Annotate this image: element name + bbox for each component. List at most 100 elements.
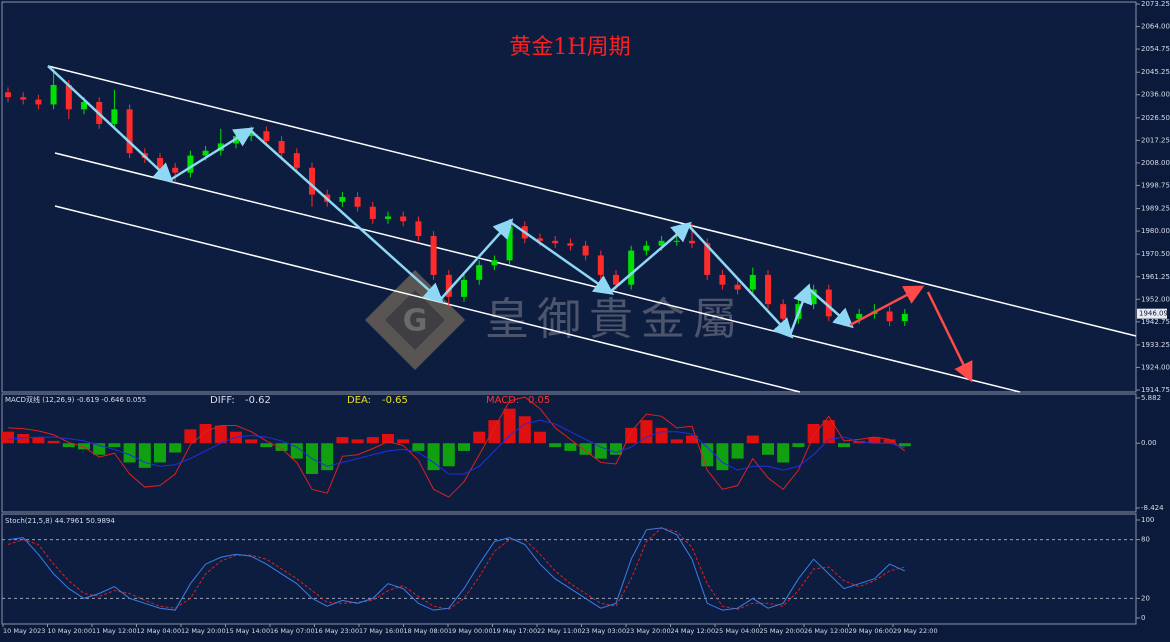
macd-bar <box>746 435 759 444</box>
macd-bar <box>351 439 364 444</box>
diff-line <box>7 396 906 498</box>
y-tick-label: -8.424 <box>1141 504 1164 512</box>
macd-bar <box>838 443 850 448</box>
macd-bar <box>868 437 881 444</box>
candle-body <box>506 226 513 261</box>
candle-body <box>415 221 422 236</box>
macd-bar <box>47 440 60 444</box>
candle-body <box>749 274 756 290</box>
y-tick-label: 2064.00 <box>1141 23 1170 31</box>
x-tick-label: 12 May 04:00 <box>137 627 182 635</box>
candle-body <box>20 97 27 100</box>
macd-value: 0.05 <box>528 395 550 406</box>
candle-body <box>65 84 72 110</box>
macd-bar <box>670 439 683 444</box>
macd-bar <box>108 443 121 448</box>
macd-bar <box>610 443 622 455</box>
candle-body <box>673 240 680 242</box>
macd-bar <box>488 420 501 444</box>
y-tick-label: 2073.25 <box>1141 0 1170 8</box>
macd-bar <box>549 443 562 448</box>
macd-bar <box>883 439 896 444</box>
macd-bar <box>169 443 182 453</box>
y-tick-label: 1924.00 <box>1141 363 1170 371</box>
candle-body <box>385 216 391 219</box>
x-tick-label: 22 May 11:00 <box>537 627 582 635</box>
arrow <box>788 283 812 336</box>
candle-body <box>35 99 42 105</box>
x-tick-label: 12 May 20:00 <box>181 627 226 635</box>
y-tick-label: 1952.00 <box>1141 295 1170 303</box>
y-tick-label: 2008.00 <box>1141 159 1170 167</box>
arrow <box>807 287 854 329</box>
dea-value: -0.65 <box>382 395 408 406</box>
candle-body <box>187 155 194 173</box>
arrow <box>47 65 174 184</box>
x-tick-label: 25 May 04:00 <box>715 627 760 635</box>
last-price-box <box>1137 308 1167 319</box>
stoch-panel <box>1 513 1137 625</box>
candle-body <box>81 102 87 110</box>
zigzag <box>47 65 854 339</box>
y-tick-label: 2036.00 <box>1141 91 1170 99</box>
y-tick-label: 1970.50 <box>1141 250 1170 258</box>
x-tick-label: 19 May 17:00 <box>493 627 538 635</box>
y-tick-label: 1914.75 <box>1141 386 1170 394</box>
x-tick-label: 24 May 12:00 <box>671 627 716 635</box>
macd-bar <box>625 427 638 444</box>
x-tick-label: 23 May 03:00 <box>582 627 627 635</box>
macd-bar <box>260 443 273 448</box>
arrow <box>926 291 973 383</box>
forecast <box>849 285 973 383</box>
macd-bar <box>534 431 546 444</box>
macd-bar <box>214 425 227 444</box>
logo-letter: G <box>403 304 428 339</box>
candle-body <box>354 197 361 207</box>
x-tick-label: 10 May 2023 <box>3 627 45 635</box>
candle-body <box>613 274 619 285</box>
candle-body <box>567 243 574 246</box>
last-price-label: 1946.09 <box>1139 310 1168 318</box>
x-tick-label: 11 May 12:00 <box>92 627 137 635</box>
dea-line <box>7 419 905 475</box>
x-tick-label: 10 May 20:00 <box>48 627 93 635</box>
candle-body <box>369 206 376 219</box>
macd-bar <box>427 443 440 471</box>
macd-bar <box>458 443 470 451</box>
macd-bar <box>898 443 911 447</box>
macd-bar <box>792 443 805 448</box>
candle-body <box>339 197 346 202</box>
candle-body <box>689 240 695 244</box>
macd-bar <box>17 434 30 444</box>
macd-bar <box>503 408 516 444</box>
candle-body <box>719 274 726 285</box>
logo-inner <box>385 290 445 350</box>
macd-bar <box>321 443 334 471</box>
candle-body <box>628 250 635 285</box>
candle-body <box>491 260 498 266</box>
macd-bar <box>397 439 410 444</box>
macd-bar <box>442 443 455 467</box>
candle-body <box>856 313 863 319</box>
chart-title: 黄金1H周期 <box>509 35 630 60</box>
macd-bar <box>473 431 486 444</box>
candle-body <box>157 158 163 168</box>
candle-body <box>886 311 893 322</box>
macd-bar <box>366 437 379 444</box>
macd-bar <box>716 443 729 471</box>
x-tick-label: 29 May 22:00 <box>893 627 938 635</box>
candle-body <box>445 274 452 297</box>
price-panel <box>1 1 1137 393</box>
candle-body <box>430 235 437 275</box>
y-tick-label: 20 <box>1141 594 1150 602</box>
macd-bar <box>594 443 607 459</box>
arrow <box>249 129 444 304</box>
macd-bar <box>2 431 14 444</box>
x-tick-label: 16 May 23:00 <box>315 627 360 635</box>
candle-body <box>597 255 604 275</box>
macd-bar <box>245 439 258 444</box>
arrow <box>169 127 255 182</box>
y-tick-label: 1989.25 <box>1141 205 1170 213</box>
macd-label: MACD双线 (12,26,9) -0.619 -0.646 0.055 <box>5 395 146 404</box>
signal-line <box>7 527 905 610</box>
